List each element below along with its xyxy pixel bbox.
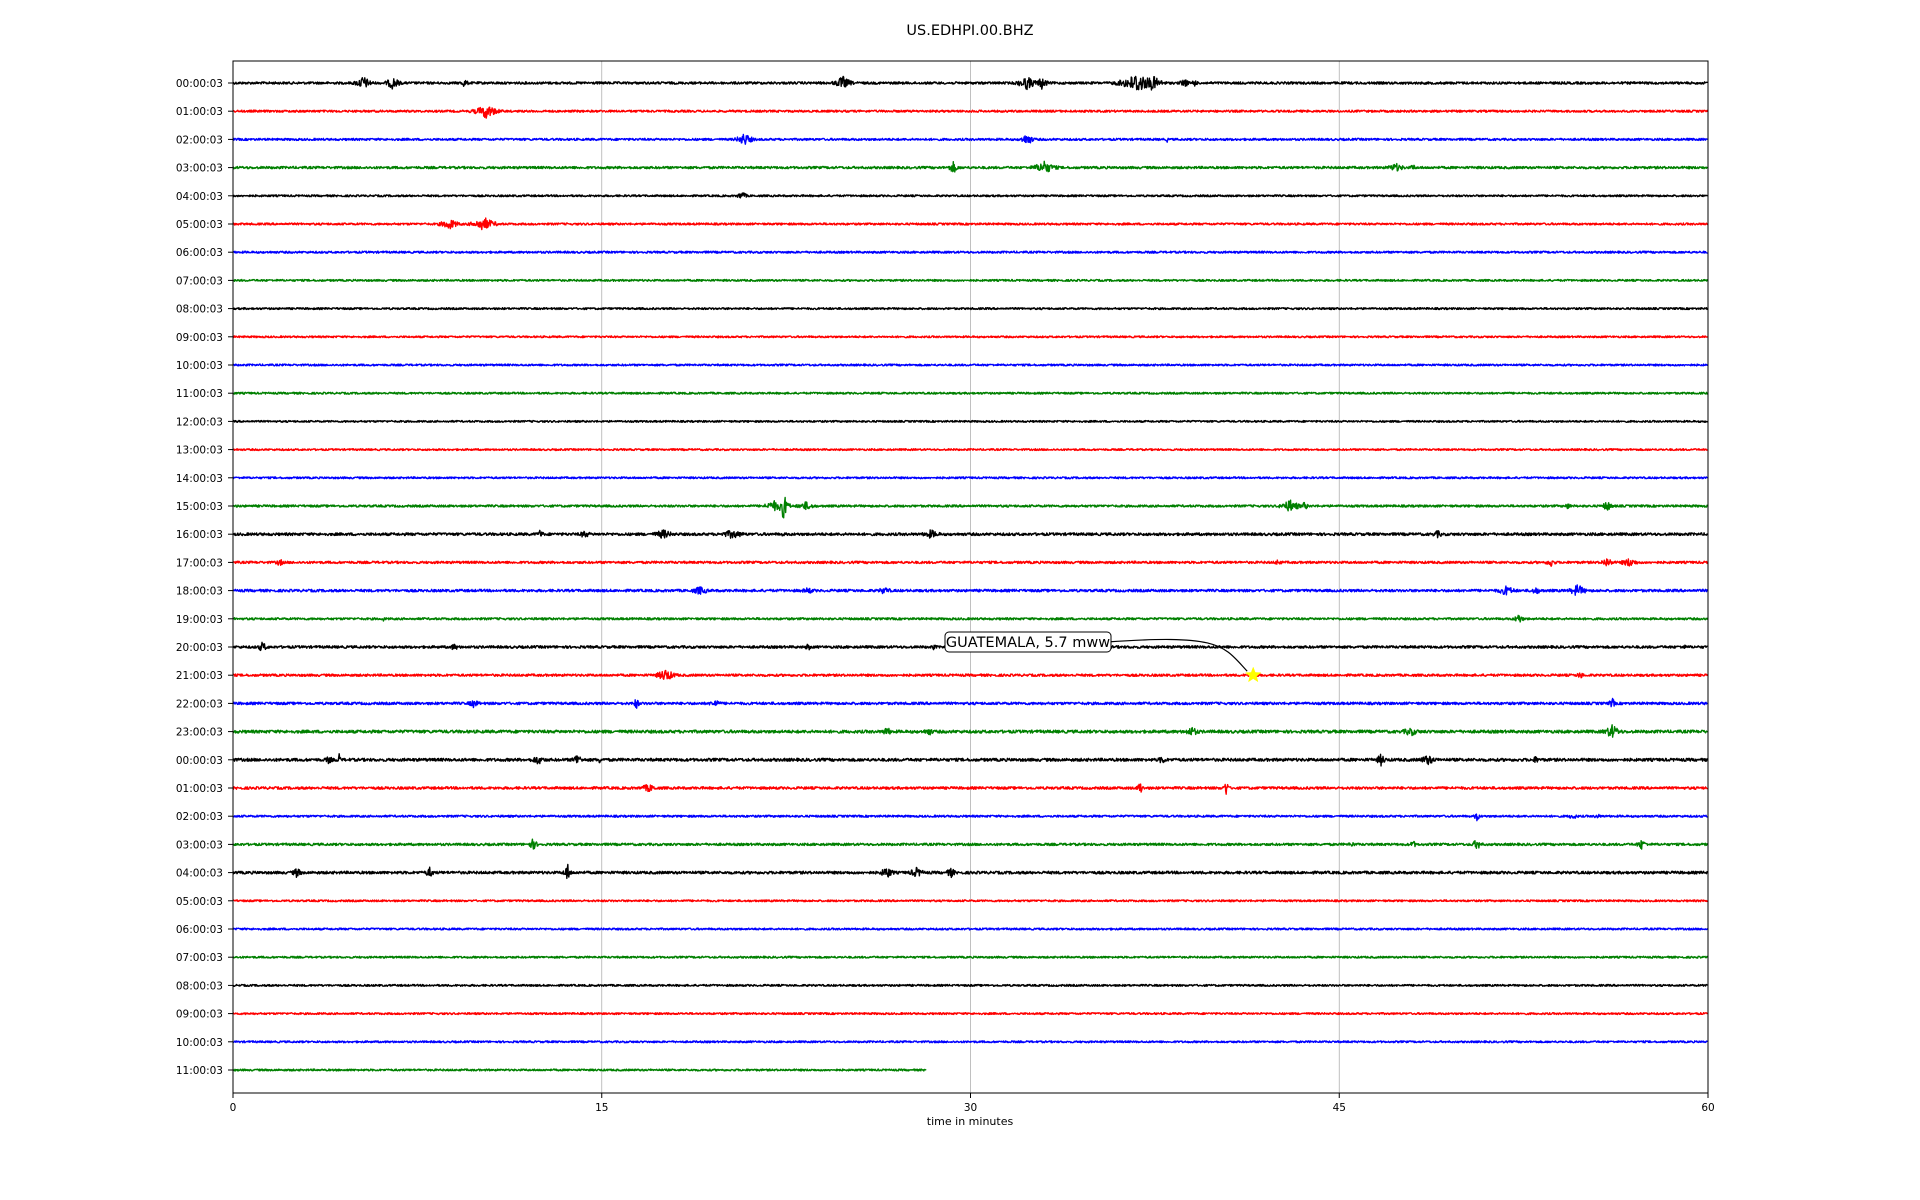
seismic-trace: [232, 838, 1709, 850]
seismic-trace: [232, 558, 1709, 567]
row-time-label: 09:00:03: [176, 332, 223, 344]
row-time-label: 07:00:03: [176, 952, 223, 964]
row-time-label: 11:00:03: [176, 1065, 223, 1077]
row-time-label: 22:00:03: [176, 698, 223, 710]
row-time-label: 08:00:03: [176, 980, 223, 992]
row-time-label: 21:00:03: [176, 670, 223, 682]
seismic-trace: [232, 753, 1709, 767]
seismic-trace: [232, 697, 1708, 709]
seismic-trace: [232, 217, 1708, 231]
trace-group: [232, 75, 1709, 1072]
vertical-gridlines: [601, 61, 1340, 1093]
seismic-trace: [232, 160, 1709, 173]
x-tick-label: 15: [595, 1102, 608, 1114]
row-time-label: 13:00:03: [176, 445, 223, 457]
y-tick-labels: 00:00:03 01:00:03 02:00:03 03:00:03 04:00:03…: [176, 78, 233, 1077]
seismic-trace: [232, 1011, 1709, 1016]
annotation-connector: [1106, 638, 1248, 672]
seismic-trace: [232, 813, 1708, 822]
chart-title: US.EDHPI.00.BHZ: [906, 23, 1033, 39]
row-time-label: 03:00:03: [176, 163, 223, 175]
row-time-label: 02:00:03: [176, 811, 223, 823]
annotation-label: GUATEMALA, 5.7 mww: [946, 635, 1110, 651]
row-time-label: 17:00:03: [176, 557, 223, 569]
row-time-label: 08:00:03: [176, 304, 223, 316]
row-time-label: 09:00:03: [176, 1009, 223, 1021]
row-time-label: 01:00:03: [176, 106, 223, 118]
seismic-trace: [232, 783, 1708, 795]
row-time-label: 20:00:03: [176, 642, 223, 654]
row-time-label: 06:00:03: [176, 247, 223, 259]
seismic-trace: [232, 133, 1708, 145]
seismic-trace: [232, 955, 1709, 959]
seismic-trace: [232, 363, 1709, 367]
seismic-trace: [232, 250, 1708, 254]
seismic-trace: [232, 106, 1709, 119]
seismic-trace: [232, 927, 1709, 931]
row-time-label: 04:00:03: [176, 868, 223, 880]
row-time-label: 18:00:03: [176, 586, 223, 598]
seismic-trace: [232, 899, 1709, 903]
seismic-trace: [232, 1068, 927, 1072]
event-annotations: GUATEMALA, 5.7 mww: [944, 631, 1262, 683]
seismic-trace: [232, 614, 1709, 623]
row-time-label: 04:00:03: [176, 191, 223, 203]
row-time-label: 12:00:03: [176, 416, 223, 428]
row-time-label: 19:00:03: [176, 614, 223, 626]
seismic-trace: [232, 419, 1709, 423]
x-tick-label: 45: [1333, 1102, 1346, 1114]
x-tick-label: 30: [964, 1102, 977, 1114]
seismic-trace: [232, 983, 1708, 988]
seismic-trace: [232, 278, 1709, 283]
x-tick-labels: 0 15 30 45 60: [230, 1093, 1715, 1114]
row-time-label: 16:00:03: [176, 529, 223, 541]
seismic-trace: [232, 391, 1708, 395]
row-time-label: 07:00:03: [176, 275, 223, 287]
seismic-trace: [232, 75, 1708, 91]
row-time-label: 11:00:03: [176, 388, 223, 400]
seismic-trace: [232, 192, 1708, 199]
event-star-marker: [1244, 666, 1262, 683]
row-time-label: 10:00:03: [176, 360, 223, 372]
row-time-label: 06:00:03: [176, 924, 223, 936]
seismic-trace: [232, 1040, 1708, 1044]
seismic-trace: [232, 448, 1708, 452]
row-time-label: 15:00:03: [176, 501, 223, 513]
seismic-trace: [232, 724, 1708, 738]
seismic-trace: [232, 863, 1708, 880]
row-time-label: 02:00:03: [176, 134, 223, 146]
row-time-label: 14:00:03: [176, 473, 223, 485]
row-time-label: 05:00:03: [176, 219, 223, 231]
annotation-box: [944, 631, 1112, 653]
row-time-label: 10:00:03: [176, 1037, 223, 1049]
row-time-label: 00:00:03: [176, 78, 223, 90]
x-tick-label: 60: [1701, 1102, 1714, 1114]
seismic-trace: [232, 529, 1708, 539]
seismic-trace: [232, 669, 1709, 680]
seismic-trace: [232, 306, 1709, 311]
seismic-trace: [232, 496, 1708, 519]
x-tick-label: 0: [230, 1102, 237, 1114]
row-time-label: 00:00:03: [176, 755, 223, 767]
x-axis-label: time in minutes: [927, 1115, 1014, 1128]
row-time-label: 05:00:03: [176, 896, 223, 908]
seismic-trace: [232, 584, 1708, 596]
row-time-label: 03:00:03: [176, 839, 223, 851]
row-time-label: 01:00:03: [176, 783, 223, 795]
seismic-trace: [232, 335, 1709, 339]
row-time-label: 23:00:03: [176, 727, 223, 739]
seismic-trace: [232, 476, 1709, 480]
